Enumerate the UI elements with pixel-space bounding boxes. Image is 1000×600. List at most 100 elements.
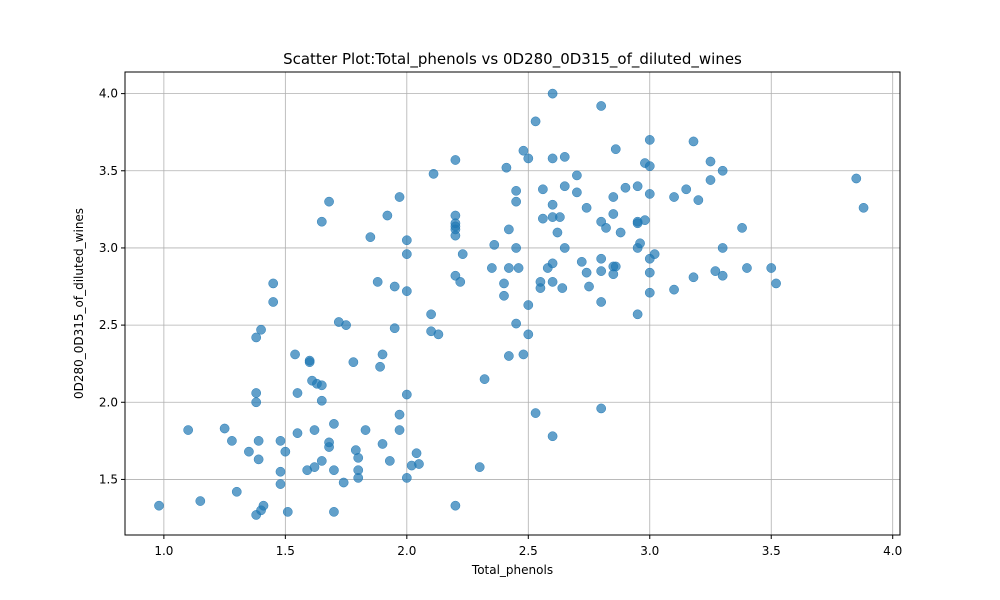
data-point [644, 267, 655, 278]
data-point [275, 436, 286, 446]
data-point [154, 500, 164, 511]
data-point [219, 423, 230, 434]
data-point [669, 284, 679, 295]
data-point [324, 442, 334, 452]
data-point [610, 261, 621, 272]
data-point [268, 278, 279, 289]
data-point [644, 135, 655, 145]
data-point [258, 500, 269, 511]
data-point [329, 419, 339, 429]
data-point [479, 374, 490, 384]
data-point [608, 192, 619, 202]
data-points [154, 88, 869, 520]
data-point [414, 459, 424, 469]
data-point [244, 446, 254, 457]
data-point [227, 436, 237, 446]
data-point [596, 253, 607, 264]
data-point [559, 181, 570, 192]
data-point [523, 300, 534, 310]
data-point [309, 425, 320, 435]
data-point [610, 144, 621, 155]
data-point [329, 507, 339, 517]
data-point [309, 462, 320, 472]
data-point [547, 431, 558, 442]
data-point [596, 266, 607, 276]
y-axis-ticks: 1.5 2.0 2.5 3.0 3.5 4.0 [99, 87, 125, 486]
data-point [552, 227, 563, 238]
y-tick-label: 2.5 [99, 318, 118, 332]
data-point [576, 256, 587, 267]
data-point [401, 473, 412, 483]
data-point [486, 263, 497, 273]
data-point [455, 277, 466, 287]
plot-frame [124, 71, 901, 536]
data-point [710, 266, 721, 276]
data-point [644, 161, 655, 171]
data-point [547, 258, 558, 269]
y-tick-label: 4.0 [99, 87, 118, 101]
data-point [377, 439, 388, 449]
data-point [538, 184, 548, 195]
data-point [518, 145, 529, 156]
y-axis-label: 0D280_0D315_of_diluted_wines [72, 208, 86, 399]
x-tick-label: 3.5 [762, 544, 781, 558]
data-point [251, 332, 262, 343]
y-tick-label: 1.5 [99, 472, 118, 486]
data-point [316, 216, 327, 227]
data-point [771, 278, 781, 289]
data-point [394, 409, 405, 420]
data-point [324, 196, 334, 207]
y-tick-label: 3.5 [99, 164, 118, 178]
data-point [538, 213, 548, 224]
data-point [717, 243, 728, 253]
data-point [547, 277, 558, 287]
data-point [384, 456, 395, 466]
data-point [316, 456, 327, 466]
data-point [737, 223, 747, 233]
data-point [372, 277, 383, 287]
data-point [504, 263, 514, 273]
data-point [394, 425, 405, 435]
data-point [644, 189, 655, 199]
data-point [316, 395, 327, 406]
x-axis-ticks: 1.0 1.5 2.0 2.5 3.0 3.5 4.0 [154, 535, 902, 558]
data-point [601, 223, 611, 233]
x-tick-label: 2.5 [519, 544, 538, 558]
data-point [511, 196, 521, 207]
data-point [620, 182, 631, 193]
x-tick-label: 1.0 [154, 544, 173, 558]
x-tick-label: 2.0 [397, 544, 416, 558]
data-point [530, 116, 541, 127]
data-point [282, 507, 293, 517]
data-point [401, 249, 412, 259]
data-point [365, 232, 376, 242]
data-point [253, 454, 264, 465]
data-point [280, 446, 291, 457]
data-point [275, 466, 286, 477]
data-point [375, 361, 385, 372]
data-point [428, 169, 439, 179]
data-point [292, 428, 303, 438]
data-point [615, 227, 626, 238]
data-point [256, 324, 266, 335]
x-tick-label: 1.5 [276, 544, 295, 558]
data-point [251, 397, 262, 408]
data-point [457, 249, 468, 259]
data-point [555, 212, 565, 222]
data-point [411, 448, 422, 459]
data-point [851, 173, 862, 184]
data-point [632, 309, 643, 320]
data-point [401, 389, 412, 400]
data-point [693, 195, 704, 205]
data-point [858, 202, 869, 213]
data-point [499, 290, 509, 301]
data-point [649, 249, 660, 259]
data-point [608, 209, 619, 219]
data-point [426, 309, 436, 320]
data-point [596, 101, 607, 111]
data-point [394, 192, 405, 202]
data-point [382, 210, 393, 221]
data-point [669, 192, 679, 202]
data-point [717, 270, 728, 281]
